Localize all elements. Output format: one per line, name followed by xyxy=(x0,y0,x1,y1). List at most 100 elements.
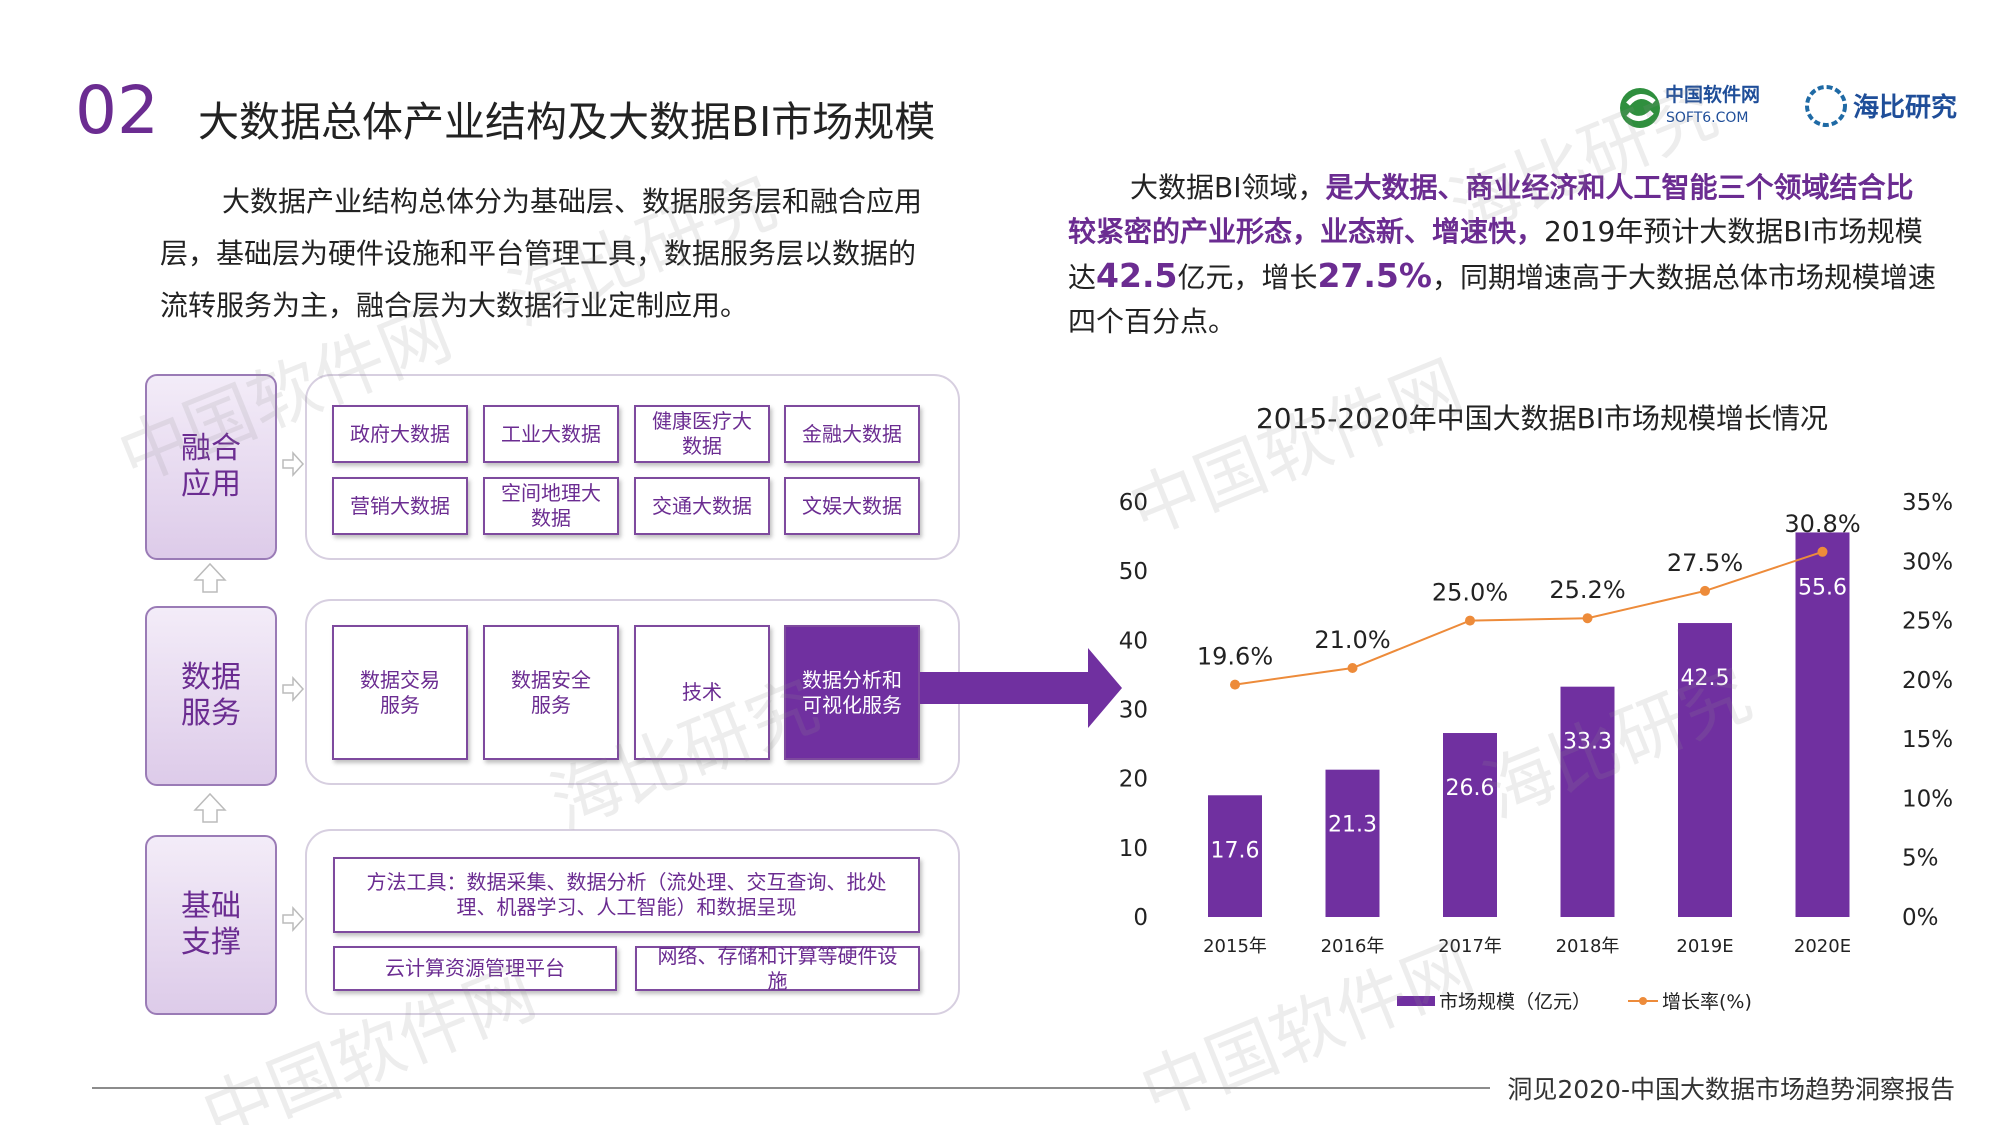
text: 大数据BI领域， xyxy=(1130,171,1326,204)
logo-text: 海比研究 xyxy=(1853,92,1957,123)
legend-swatch xyxy=(1639,997,1647,1005)
bar-value-label: 55.6 xyxy=(1798,575,1847,600)
item-box: 网络、存储和计算等硬件设施 xyxy=(635,944,920,993)
y2-tick-label: 25% xyxy=(1902,609,1953,635)
growth-value-label: 30.8% xyxy=(1784,510,1860,538)
growth-line xyxy=(1234,550,1823,686)
item-box: 技术 xyxy=(634,625,770,760)
x-tick-label: 2017年 xyxy=(1438,936,1502,957)
y2-tick-label: 5% xyxy=(1902,846,1939,872)
text: 42.5 xyxy=(1096,256,1178,295)
layer-container xyxy=(305,374,960,560)
watermark-text: 中国软件网 xyxy=(191,951,546,1125)
footer: 洞见2020-中国大数据市场趋势洞察报告 xyxy=(1507,1075,1955,1104)
item-box: 方法工具：数据采集、数据分析（流处理、交互查询、批处理、机器学习、人工智能）和数… xyxy=(333,857,920,933)
growth-value-label: 19.6% xyxy=(1197,643,1273,671)
logo-icon xyxy=(1805,85,1847,127)
watermark-text: 中国软件网 xyxy=(1118,345,1473,552)
bar xyxy=(1795,532,1850,917)
item-box: 云计算资源管理平台 xyxy=(333,946,617,991)
growth-point xyxy=(1347,663,1358,673)
bar xyxy=(1325,769,1380,917)
x-tick-label: 2016年 xyxy=(1321,936,1385,957)
growth-point xyxy=(1230,679,1240,690)
bar xyxy=(1678,623,1732,917)
y-tick-label: 30 xyxy=(1119,698,1148,724)
item-box: 空间地理大数据 xyxy=(483,477,619,535)
item-box: 健康医疗大数据 xyxy=(634,405,770,463)
y-tick-label: 40 xyxy=(1119,628,1148,654)
section-number: 02 xyxy=(75,72,159,149)
item-box: 交通大数据 xyxy=(634,477,770,535)
text: 是大数据、商业经济和人工智能三个领域结合比较紧密的产业形态，业态新、增速快， xyxy=(1068,171,1914,248)
left-paragraph: 大数据产业结构总体分为基础层、数据服务层和融合应用层，基础层为硬件设施和平台管理… xyxy=(160,185,923,322)
growth-point xyxy=(1700,585,1710,596)
big-arrow xyxy=(920,648,1122,728)
growth-point xyxy=(1465,615,1475,626)
y-tick-label: 20 xyxy=(1119,767,1148,793)
logo-text: 中国软件网 xyxy=(1665,83,1760,106)
y-tick-label: 50 xyxy=(1119,559,1148,585)
legend-label: 增长率(%) xyxy=(1662,991,1752,1013)
watermark: 中国软件网 海比研究 xyxy=(191,664,829,1125)
layer-label: 数据服务 xyxy=(145,606,277,786)
layer-container xyxy=(305,829,960,1015)
arrows xyxy=(193,451,305,932)
watermark-text: 中国软件网 xyxy=(1129,927,1484,1125)
legend-swatch xyxy=(1397,996,1435,1006)
bar xyxy=(1560,686,1615,917)
watermark-text: 海比研究 xyxy=(1438,69,1728,250)
item-box: 数据安全服务 xyxy=(483,625,619,760)
y2-tick-label: 35% xyxy=(1902,490,1953,516)
watermark-text: 海比研究 xyxy=(539,664,829,845)
bar-value-label: 33.3 xyxy=(1563,730,1612,755)
growth-value-label: 25.2% xyxy=(1549,576,1625,604)
y2-tick-label: 20% xyxy=(1902,668,1953,694)
bar-value-label: 21.3 xyxy=(1328,813,1377,838)
bar-value-label: 26.6 xyxy=(1446,776,1495,801)
chart-title: 2015-2020年中国大数据BI市场规模增长情况 xyxy=(1256,402,1828,435)
text: 27.5% xyxy=(1317,256,1432,295)
x-tick-label: 2019E xyxy=(1676,936,1733,957)
x-tick-label: 2018年 xyxy=(1556,936,1620,957)
item-box: 数据交易服务 xyxy=(332,625,468,760)
item-box: 营销大数据 xyxy=(332,477,468,535)
item-box: 文娱大数据 xyxy=(784,477,920,535)
y-tick-label: 60 xyxy=(1119,490,1148,516)
text: 亿元，增长 xyxy=(1177,261,1318,294)
y-tick-label: 0 xyxy=(1133,905,1148,931)
text: ，同期增速高于大数据总体市场规模增速四个百分点。 xyxy=(1068,261,1936,338)
slide-title: 大数据总体产业结构及大数据BI市场规模 xyxy=(198,98,936,146)
logo-text: SOFT6.COM xyxy=(1666,110,1749,126)
item-box: 政府大数据 xyxy=(332,405,468,463)
bar xyxy=(1443,733,1497,917)
y2-tick-label: 10% xyxy=(1902,786,1953,812)
right-paragraph: 大数据BI领域，是大数据、商业经济和人工智能三个领域结合比较紧密的产业形态，业态… xyxy=(1068,166,1940,344)
layer-label: 基础支撑 xyxy=(145,835,277,1015)
item-box: 工业大数据 xyxy=(483,405,619,463)
growth-value-label: 27.5% xyxy=(1667,549,1743,577)
y-tick-label: 10 xyxy=(1119,836,1148,862)
layer-label: 融合应用 xyxy=(145,374,277,560)
bar-value-label: 17.6 xyxy=(1211,838,1260,863)
x-tick-label: 2015年 xyxy=(1203,936,1267,957)
growth-value-label: 21.0% xyxy=(1314,626,1390,654)
item-box-highlight: 数据分析和可视化服务 xyxy=(784,625,920,760)
watermark-text: 海比研究 xyxy=(497,161,787,342)
legend-label: 市场规模（亿元） xyxy=(1439,991,1591,1013)
y2-tick-label: 15% xyxy=(1902,727,1953,753)
logo-icon xyxy=(1626,94,1656,121)
growth-point xyxy=(1817,546,1828,557)
growth-value-label: 25.0% xyxy=(1432,579,1508,607)
y2-tick-label: 0% xyxy=(1902,905,1939,931)
bar xyxy=(1208,795,1262,917)
watermark: 中国软件网 海比研究 xyxy=(1118,69,1729,552)
y2-tick-label: 30% xyxy=(1902,549,1953,575)
x-tick-label: 2020E xyxy=(1794,936,1851,957)
bar-value-label: 42.5 xyxy=(1681,666,1730,691)
item-box: 金融大数据 xyxy=(784,405,920,463)
growth-point xyxy=(1582,613,1593,624)
